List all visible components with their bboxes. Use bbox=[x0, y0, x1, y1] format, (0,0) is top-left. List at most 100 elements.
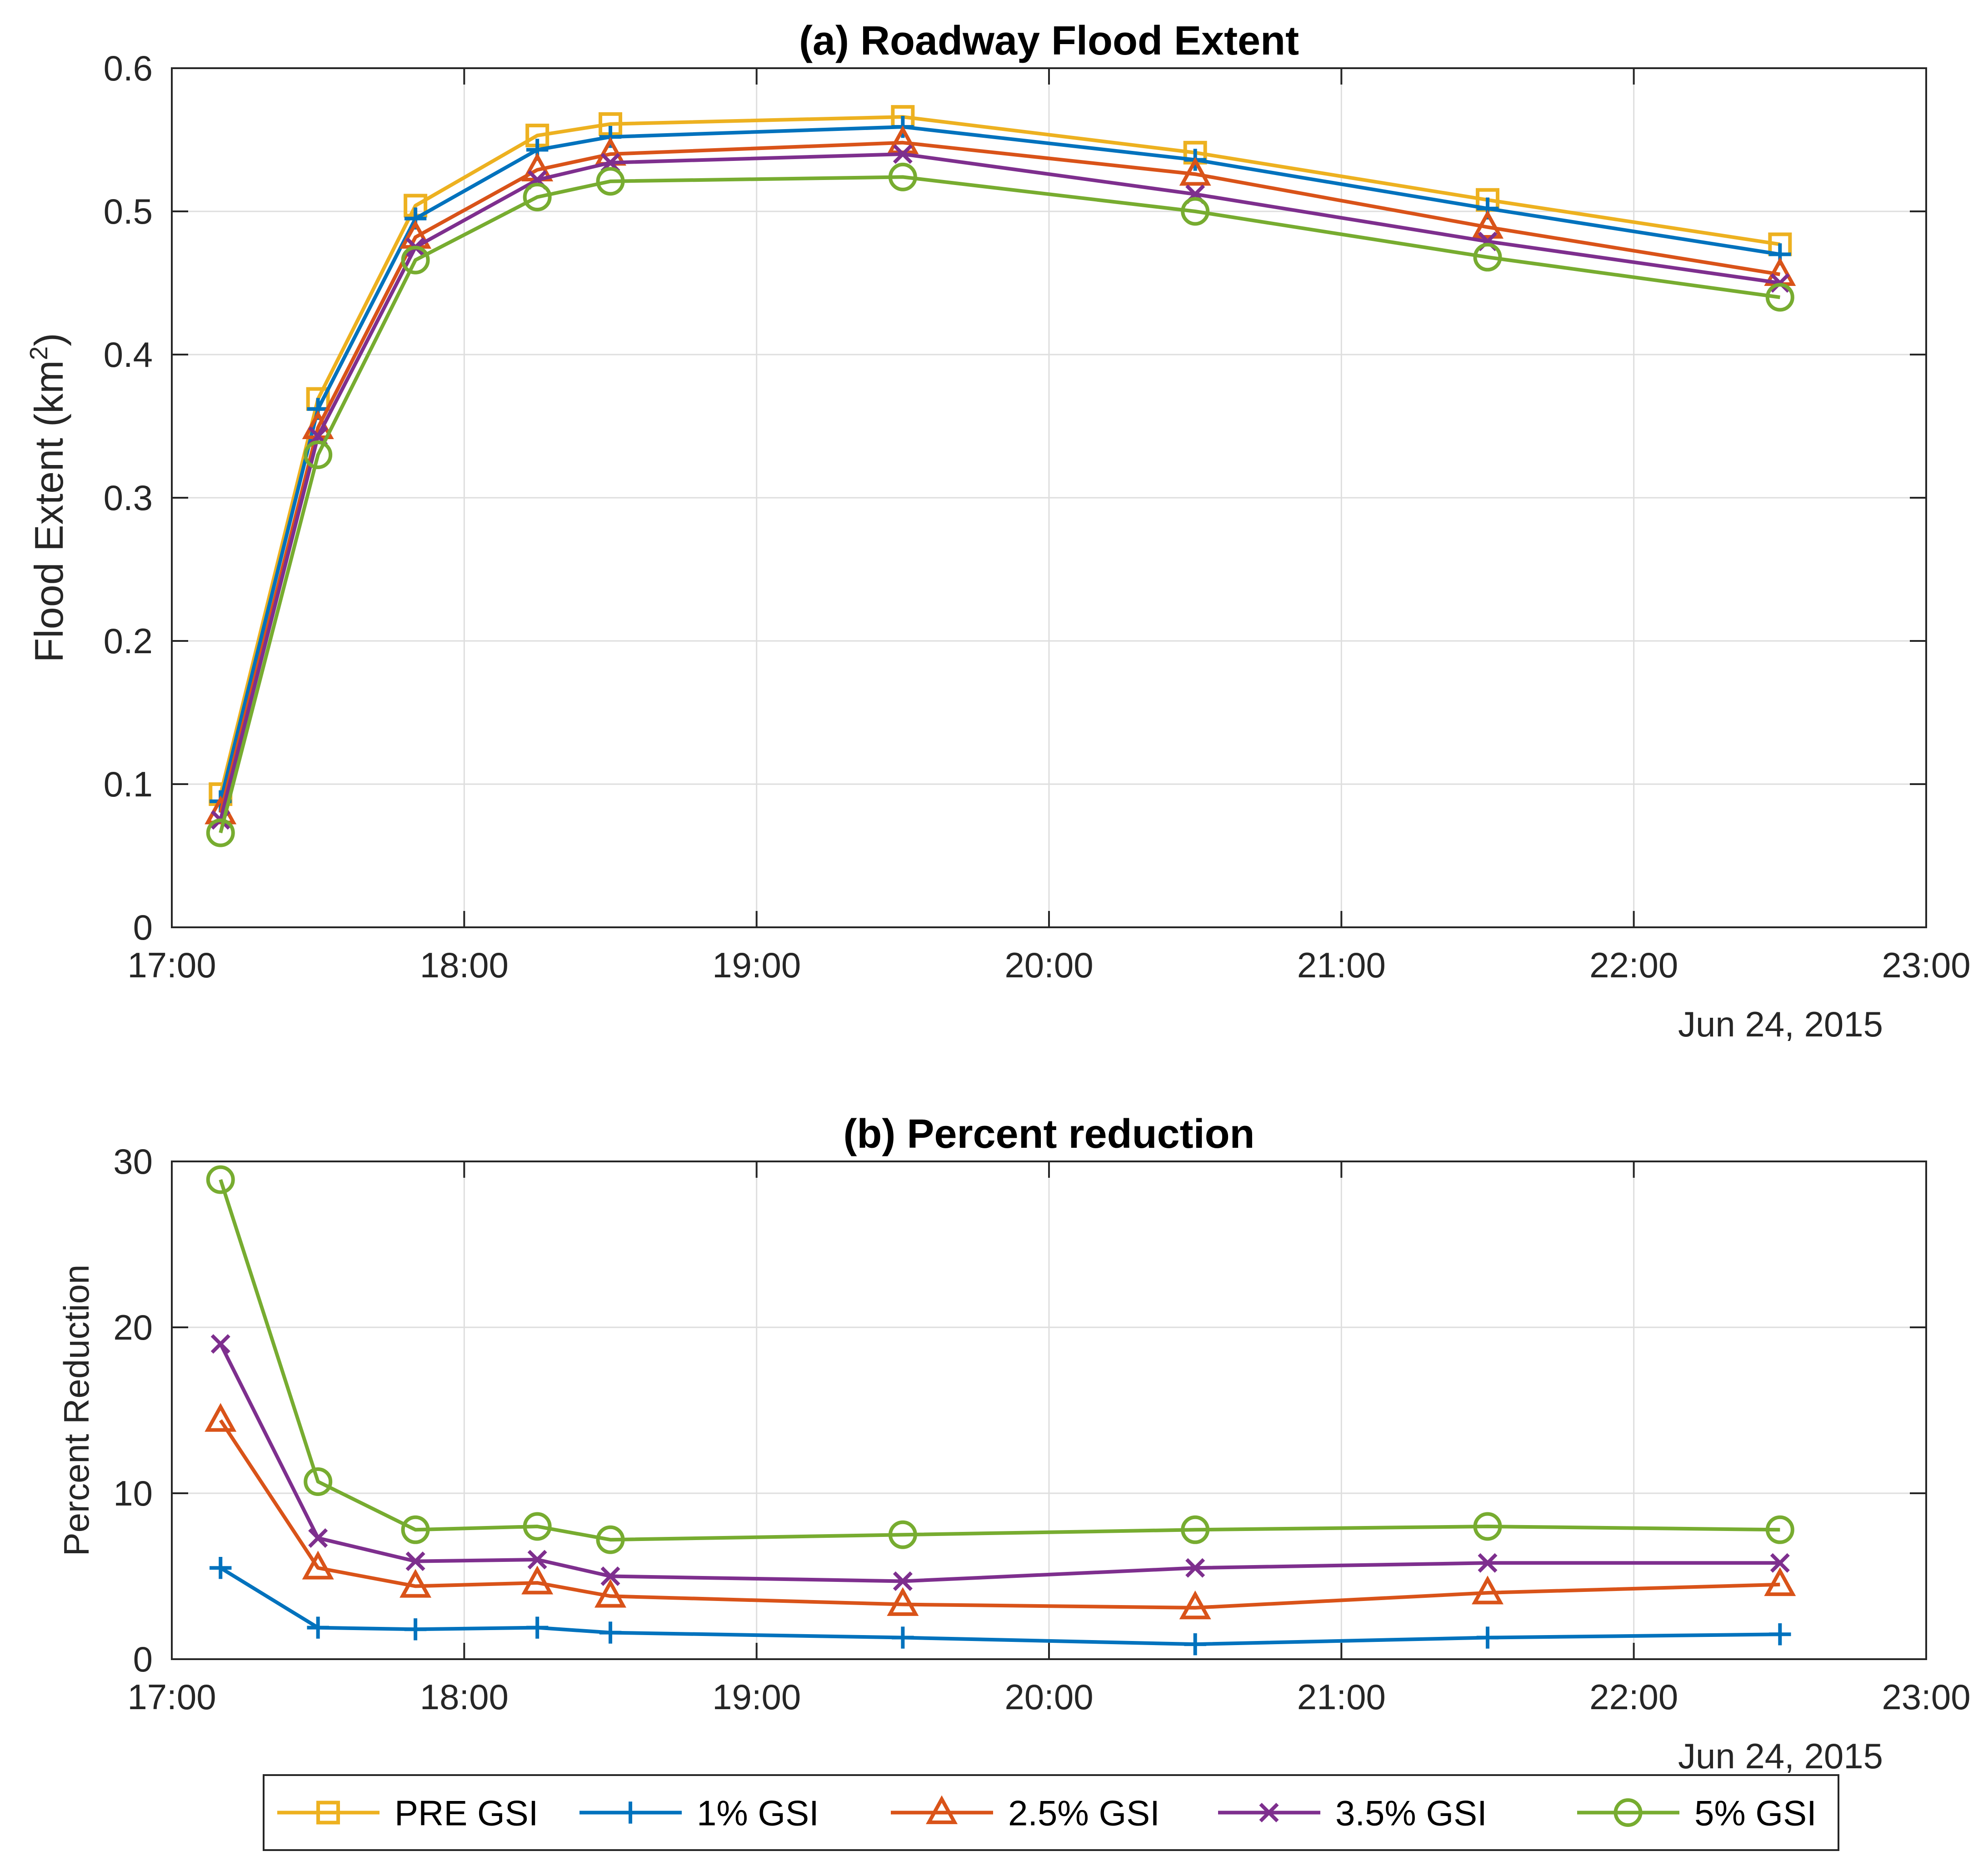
data-point bbox=[893, 144, 913, 164]
y-tick-label: 20 bbox=[113, 1307, 153, 1347]
data-point bbox=[308, 1528, 328, 1548]
series-3-5-gsi bbox=[210, 144, 1790, 830]
y-axis-label: Percent Reduction bbox=[56, 1265, 96, 1556]
legend-entry: 5% GSI bbox=[1577, 1793, 1817, 1833]
data-point bbox=[210, 1557, 232, 1579]
legend-label: PRE GSI bbox=[395, 1793, 538, 1833]
data-point bbox=[523, 1512, 552, 1541]
chart-title: (b) Percent reduction bbox=[843, 1111, 1254, 1157]
x-tick-label: 19:00 bbox=[712, 1677, 801, 1717]
series-line bbox=[219, 1179, 1780, 1542]
data-point bbox=[523, 183, 552, 211]
x-tick-label: 22:00 bbox=[1589, 1677, 1678, 1717]
date-label: Jun 24, 2015 bbox=[1678, 1736, 1883, 1776]
x-tick-label: 23:00 bbox=[1882, 1677, 1970, 1717]
legend: PRE GSI 1% GSI 2.5% GSI 3.5% GSI 5% GSI bbox=[263, 1774, 1839, 1851]
legend-label: 2.5% GSI bbox=[1008, 1793, 1160, 1833]
x-tick-label: 21:00 bbox=[1297, 1677, 1386, 1717]
data-point bbox=[205, 1403, 237, 1432]
data-point bbox=[892, 1626, 914, 1649]
data-point bbox=[401, 245, 430, 275]
data-point bbox=[1181, 1515, 1210, 1544]
x-tick-label: 22:00 bbox=[1589, 945, 1678, 985]
data-point bbox=[1473, 243, 1502, 272]
data-point bbox=[1770, 1553, 1790, 1573]
data-point bbox=[400, 1569, 432, 1598]
legend-marker bbox=[1613, 1798, 1643, 1827]
legend-marker bbox=[316, 1801, 340, 1825]
series-1-gsi bbox=[210, 1557, 1791, 1656]
panel-b: 17:00 18:00 19:00 20:00 21:00 22:00 23:00 0 10 20… bbox=[56, 1111, 1971, 1776]
data-point bbox=[1764, 1567, 1796, 1596]
data-point bbox=[596, 1525, 625, 1554]
x-tick-label: 21:00 bbox=[1297, 945, 1386, 985]
data-point bbox=[1473, 1512, 1502, 1541]
data-point bbox=[206, 1165, 235, 1194]
series-2-5-gsi bbox=[205, 125, 1796, 825]
data-point bbox=[1765, 1515, 1794, 1544]
data-point bbox=[401, 1515, 430, 1544]
series-line bbox=[219, 115, 1780, 795]
x-tick-label: 23:00 bbox=[1882, 945, 1970, 985]
data-point bbox=[596, 167, 625, 196]
legend-entry: PRE GSI bbox=[277, 1793, 538, 1833]
series-5-gsi bbox=[206, 162, 1794, 847]
data-point bbox=[404, 1618, 427, 1641]
x-tick-label: 18:00 bbox=[420, 945, 509, 985]
legend-entry: 3.5% GSI bbox=[1218, 1793, 1487, 1833]
data-point bbox=[302, 1551, 334, 1580]
legend-marker bbox=[926, 1795, 958, 1824]
series-line bbox=[219, 1343, 1780, 1583]
legend-entry: 2.5% GSI bbox=[891, 1793, 1160, 1833]
x-tick-label: 18:00 bbox=[420, 1677, 509, 1717]
data-point bbox=[600, 1566, 620, 1586]
data-point bbox=[1769, 1623, 1791, 1646]
data-point bbox=[1184, 1633, 1206, 1656]
data-point bbox=[1472, 1576, 1503, 1605]
series-2-5-gsi bbox=[205, 1403, 1796, 1620]
y-tick-label: 0 bbox=[133, 907, 153, 947]
y-tick-label: 0.2 bbox=[104, 621, 153, 661]
chart-title: (a) Roadway Flood Extent bbox=[799, 18, 1299, 64]
series-5-gsi bbox=[206, 1165, 1794, 1554]
x-tick-label: 20:00 bbox=[1004, 1677, 1093, 1717]
data-point bbox=[405, 1551, 425, 1571]
data-point bbox=[1472, 210, 1503, 239]
data-point bbox=[1179, 157, 1211, 186]
y-tick-label: 0 bbox=[133, 1639, 153, 1679]
data-point bbox=[1770, 273, 1790, 293]
legend-label: 5% GSI bbox=[1694, 1793, 1817, 1833]
series-3-5-gsi bbox=[210, 1334, 1790, 1591]
data-point bbox=[1181, 197, 1210, 226]
legend-marker bbox=[1259, 1802, 1279, 1823]
legend-box bbox=[263, 1774, 1839, 1851]
date-label: Jun 24, 2015 bbox=[1678, 1004, 1883, 1044]
y-tick-label: 0.5 bbox=[104, 191, 153, 231]
data-point bbox=[206, 818, 235, 847]
x-tick-label: 19:00 bbox=[712, 945, 801, 985]
series-line bbox=[219, 1419, 1780, 1610]
data-point bbox=[887, 125, 919, 155]
series-line bbox=[219, 140, 1780, 813]
series-line bbox=[219, 152, 1780, 820]
legend-marker bbox=[619, 1801, 642, 1824]
data-point bbox=[527, 1550, 547, 1570]
x-tick-label: 20:00 bbox=[1004, 945, 1093, 985]
y-axis-label: Flood Extent (km2) bbox=[25, 333, 71, 662]
y-tick-label: 0.4 bbox=[104, 335, 153, 375]
y-tick-label: 30 bbox=[113, 1141, 153, 1181]
x-tick-label: 17:00 bbox=[127, 1677, 216, 1717]
series-line bbox=[219, 175, 1780, 834]
data-point bbox=[893, 1571, 913, 1591]
data-point bbox=[888, 162, 917, 191]
y-tick-label: 0.6 bbox=[104, 48, 153, 88]
data-point bbox=[521, 1566, 554, 1595]
data-point bbox=[304, 440, 333, 469]
data-point bbox=[1476, 1626, 1499, 1649]
series-line bbox=[219, 125, 1780, 802]
legend-label: 3.5% GSI bbox=[1335, 1793, 1487, 1833]
data-point bbox=[599, 1621, 622, 1644]
x-tick-label: 17:00 bbox=[127, 945, 216, 985]
